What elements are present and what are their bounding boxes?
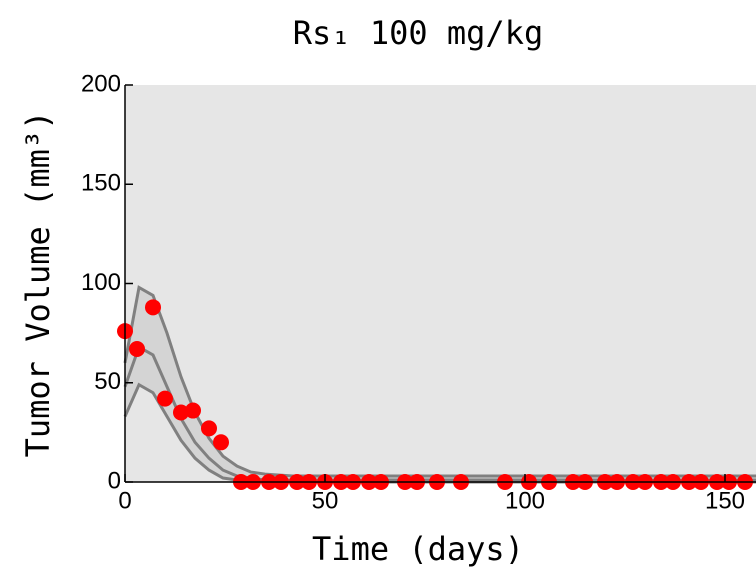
y-axis-label: Tumor Volume (mm³) [19, 111, 57, 458]
data-point [145, 299, 161, 316]
x-tick-label: 150 [705, 487, 745, 514]
chart-title: Rs₁ 100 mg/kg [293, 14, 543, 52]
y-tick-label: 200 [81, 70, 121, 97]
data-point [173, 404, 189, 421]
y-tick-label: 100 [81, 269, 121, 296]
data-point [201, 420, 217, 437]
plot-background [125, 85, 756, 482]
data-point [213, 434, 229, 451]
data-point [185, 402, 201, 419]
x-tick-label: 0 [118, 487, 131, 514]
data-point [129, 341, 145, 358]
x-axis-label: Time (days) [312, 530, 524, 568]
y-tick-label: 50 [94, 368, 121, 395]
y-tick-label: 0 [108, 467, 121, 494]
y-tick-label: 150 [81, 170, 121, 197]
x-tick-label: 50 [312, 487, 339, 514]
x-tick-label: 100 [505, 487, 545, 514]
data-point [157, 390, 173, 407]
